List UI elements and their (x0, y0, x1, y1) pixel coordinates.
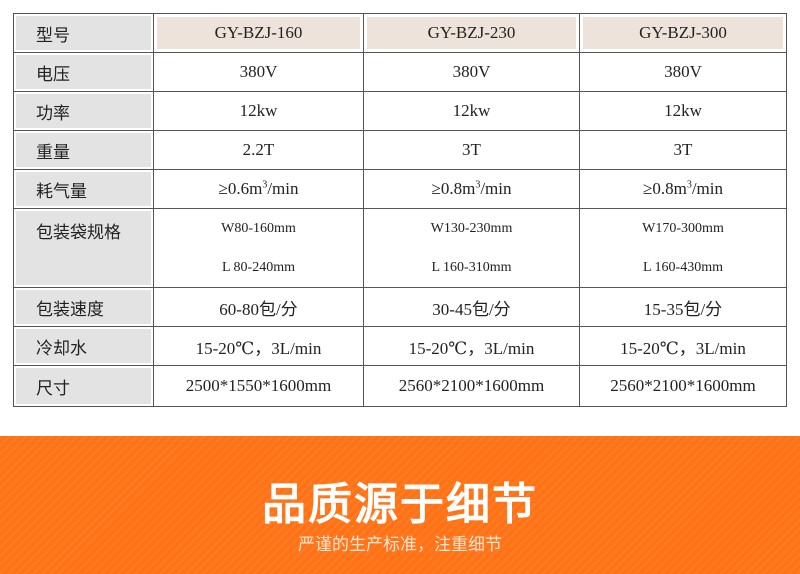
superscript: 3 (262, 179, 268, 191)
bag-length: L 160-430mm (643, 260, 723, 275)
cell: 30-45包/分 (363, 287, 580, 327)
unit: /min (267, 179, 299, 198)
value: ≥0.6m (218, 179, 263, 198)
unit: /min (691, 179, 723, 198)
bag-width: W170-300mm (642, 221, 724, 236)
cell: 2560*2100*1600mm (579, 365, 787, 407)
cell: W170-300mm L 160-430mm (579, 208, 787, 288)
row-label: 重量 (13, 130, 154, 170)
quality-banner: 品质源于细节 严谨的生产标准，注重细节 (0, 436, 800, 574)
table-row: 耗气量 ≥0.6m3/min ≥0.8m3/min ≥0.8m3/min (13, 169, 787, 209)
row-label: 电压 (13, 52, 154, 92)
row-label: 包装速度 (13, 287, 154, 327)
model-cell: GY-BZJ-230 (363, 13, 580, 53)
cell: 15-20℃，3L/min (153, 326, 364, 366)
cell: 60-80包/分 (153, 287, 364, 327)
cell: 380V (363, 52, 580, 92)
table-header-row: 型号 GY-BZJ-160 GY-BZJ-230 GY-BZJ-300 (13, 13, 787, 53)
banner-title: 品质源于细节 (262, 479, 538, 530)
cell: 15-20℃，3L/min (579, 326, 787, 366)
row-label: 冷却水 (13, 326, 154, 366)
model-cell: GY-BZJ-300 (579, 13, 787, 53)
cell: 12kw (153, 91, 364, 131)
cell: 380V (153, 52, 364, 92)
cell: 380V (579, 52, 787, 92)
banner-subtitle: 严谨的生产标准，注重细节 (298, 535, 502, 555)
table-row: 电压 380V 380V 380V (13, 52, 787, 92)
cell: W80-160mm L 80-240mm (153, 208, 364, 288)
model-cell: GY-BZJ-160 (153, 13, 364, 53)
table-row: 功率 12kw 12kw 12kw (13, 91, 787, 131)
table-row: 尺寸 2500*1550*1600mm 2560*2100*1600mm 2560*2… (13, 365, 787, 407)
bag-length: L 80-240mm (222, 260, 295, 275)
unit: /min (480, 179, 512, 198)
cell: W130-230mm L 160-310mm (363, 208, 580, 288)
bag-length: L 160-310mm (431, 260, 512, 275)
row-label: 尺寸 (13, 365, 154, 407)
bag-width: W80-160mm (221, 221, 296, 236)
cell: 12kw (579, 91, 787, 131)
table-row: 冷却水 15-20℃，3L/min 15-20℃，3L/min 15-20℃，3L/m… (13, 326, 787, 366)
value: ≥0.8m (643, 179, 687, 198)
value: ≥0.8m (431, 179, 476, 198)
cell: 15-20℃，3L/min (363, 326, 580, 366)
cell: 2500*1550*1600mm (153, 365, 364, 407)
cell: ≥0.8m3/min (579, 169, 787, 209)
cell: 15-35包/分 (579, 287, 787, 327)
cell: ≥0.8m3/min (363, 169, 580, 209)
cell: ≥0.6m3/min (153, 169, 364, 209)
bag-width: W130-230mm (430, 221, 513, 236)
cell: 2.2T (153, 130, 364, 170)
row-label: 耗气量 (13, 169, 154, 209)
row-label: 型号 (13, 13, 154, 53)
table-row: 包装速度 60-80包/分 30-45包/分 15-35包/分 (13, 287, 787, 327)
table-row: 包装袋规格 W80-160mm L 80-240mm W130-230mm L 16… (13, 208, 787, 288)
row-label: 功率 (13, 91, 154, 131)
table-row: 重量 2.2T 3T 3T (13, 130, 787, 170)
superscript: 3 (686, 179, 692, 191)
row-label: 包装袋规格 (13, 208, 154, 288)
superscript: 3 (475, 179, 481, 191)
cell: 3T (363, 130, 580, 170)
cell: 2560*2100*1600mm (363, 365, 580, 407)
spec-table: 型号 GY-BZJ-160 GY-BZJ-230 GY-BZJ-300 电压 38… (13, 13, 787, 407)
cell: 12kw (363, 91, 580, 131)
cell: 3T (579, 130, 787, 170)
